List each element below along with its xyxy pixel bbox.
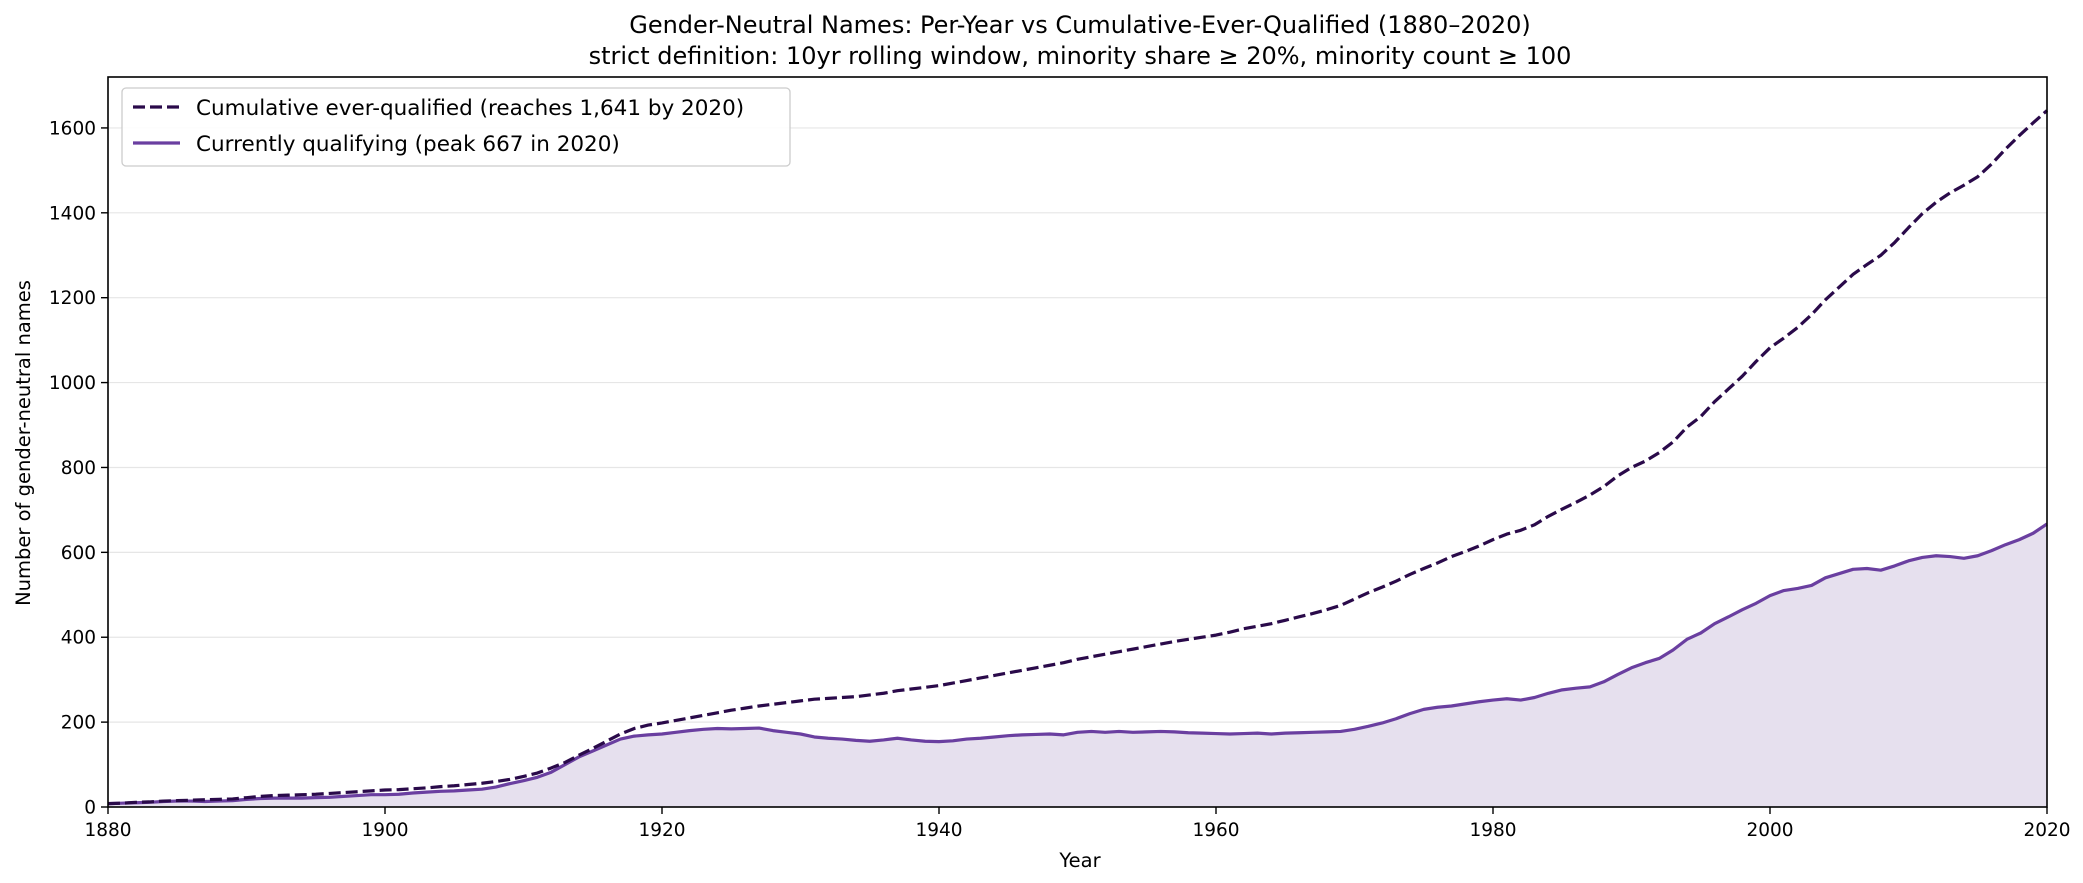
y-tick-label: 600 [61,543,96,564]
y-axis-ticks: 0 200 400 600 800 1000 1200 1400 1600 [49,118,108,819]
y-tick-label: 1400 [49,203,96,224]
x-tick-label: 1900 [361,820,408,841]
x-tick-label: 2000 [1746,820,1793,841]
plot-frame [107,76,2048,808]
x-tick-label: 1920 [638,820,685,841]
y-tick-label: 1000 [49,373,96,394]
y-axis-label: Number of gender-neutral names [12,280,35,606]
y-tick-label: 200 [61,713,96,734]
current-qualifying-area [108,523,2047,807]
x-tick-label: 1960 [1192,820,1239,841]
y-tick-label: 1600 [49,118,96,139]
x-tick-label: 1980 [1469,820,1516,841]
series-line-current-qualifying [107,522,2048,806]
x-axis-ticks: 1880 1900 1920 1940 1960 1980 2000 2020 [84,807,2071,841]
gridlines [108,127,2047,723]
legend: Cumulative ever-qualified (reaches 1,641… [121,87,791,167]
y-tick-label: 1200 [49,288,96,309]
y-tick-label: 800 [61,458,96,479]
chart-title: Gender-Neutral Names: Per-Year vs Cumula… [629,11,1531,39]
series-layer [107,109,2049,806]
x-tick-label: 1940 [915,820,962,841]
chart-subtitle: strict definition: 10yr rolling window, … [589,42,1572,70]
y-tick-label: 400 [61,628,96,649]
legend-label-cumulative: Cumulative ever-qualified (reaches 1,641… [196,96,744,121]
legend-label-current: Currently qualifying (peak 667 in 2020) [196,132,620,157]
series-line-cumulative [107,109,2049,806]
x-axis-label: Year [1058,849,1101,872]
y-tick-label: 0 [84,798,96,819]
legend-box [121,87,791,167]
x-tick-label: 1880 [84,820,131,841]
x-tick-label: 2020 [2023,820,2070,841]
area-layer [108,523,2047,807]
